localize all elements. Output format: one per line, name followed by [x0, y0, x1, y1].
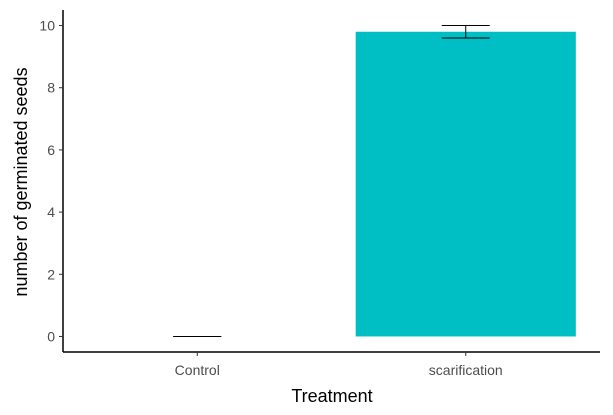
- axes-layer: [62, 10, 600, 353]
- bar-scarification: [355, 31, 576, 337]
- errorbars-layer: [173, 25, 490, 337]
- y-axis-title: number of germinated seeds: [11, 67, 31, 296]
- y-tick-label: 8: [47, 80, 55, 96]
- bars-layer: [355, 31, 576, 337]
- y-tick-label: 2: [47, 266, 55, 282]
- errorbar-scarification: [441, 25, 490, 39]
- x-tick-label: scarification: [429, 362, 503, 378]
- ticks-layer: 0 2 4 6 8 10 Control scarification: [39, 18, 502, 378]
- x-axis-title: Treatment: [291, 386, 372, 406]
- y-tick-label: 10: [39, 18, 55, 34]
- y-tick-label: 4: [47, 204, 55, 220]
- y-tick-label: 0: [47, 328, 55, 344]
- y-tick-label: 6: [47, 142, 55, 158]
- x-tick-label: Control: [175, 362, 220, 378]
